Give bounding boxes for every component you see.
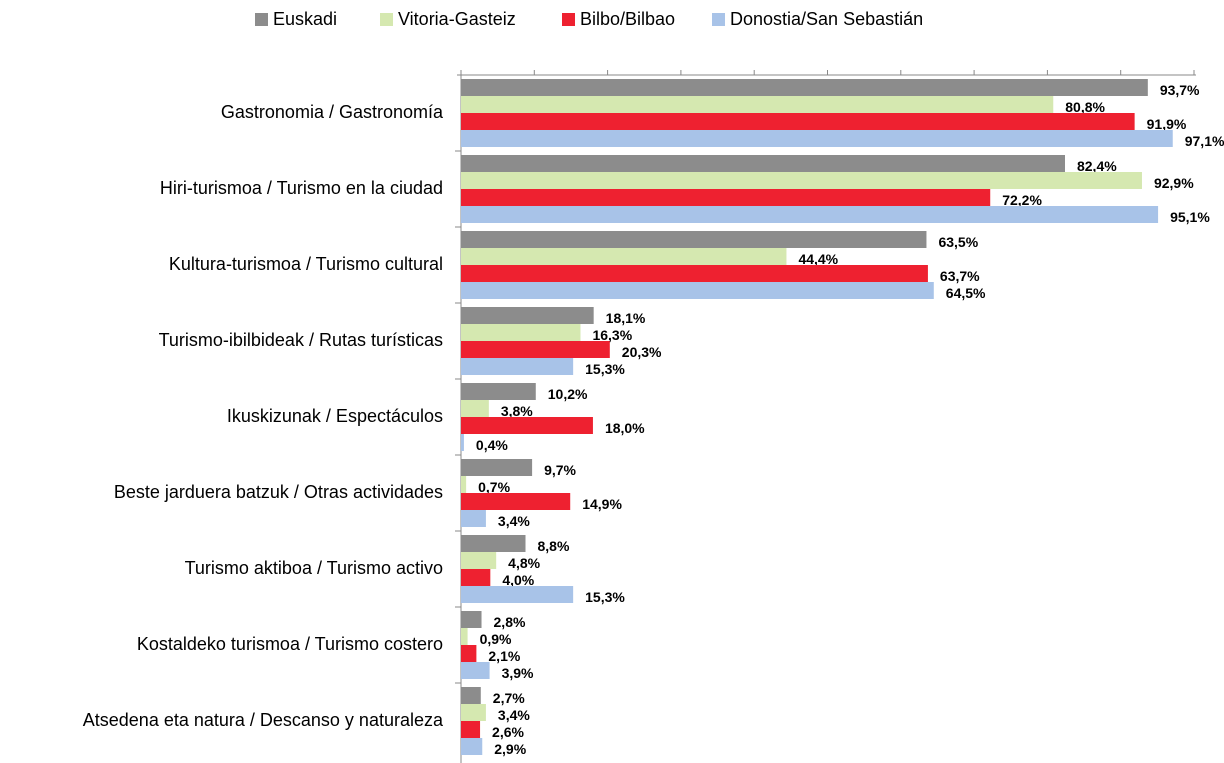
- y-tick-label: Hiri-turismoa / Turismo en la ciudad: [160, 178, 443, 198]
- legend-label: Bilbo/Bilbao: [580, 9, 675, 29]
- bar: [461, 282, 934, 299]
- bar: [461, 417, 593, 434]
- bar: [461, 535, 526, 552]
- bar: [461, 493, 571, 510]
- bar: [461, 206, 1159, 223]
- legend-label: Donostia/San Sebastián: [730, 9, 923, 29]
- value-label: 95,1%: [1170, 209, 1210, 225]
- y-tick-label: Gastronomia / Gastronomía: [221, 102, 444, 122]
- value-label: 44,4%: [798, 251, 838, 267]
- y-tick-label: Ikuskizunak / Espectáculos: [227, 406, 443, 426]
- bar: [461, 324, 581, 341]
- bar: [461, 383, 536, 400]
- value-label: 0,7%: [478, 479, 510, 495]
- value-label: 4,0%: [502, 572, 534, 588]
- value-label: 10,2%: [548, 386, 588, 402]
- value-label: 0,9%: [480, 631, 512, 647]
- y-tick-label: Kultura-turismoa / Turismo cultural: [169, 254, 443, 274]
- value-label: 2,8%: [494, 614, 526, 630]
- legend-swatch: [255, 13, 268, 26]
- y-tick-label: Beste jarduera batzuk / Otras actividade…: [114, 482, 443, 502]
- y-tick-label: Turismo-ibilbideak / Rutas turísticas: [159, 330, 443, 350]
- bar: [461, 459, 533, 476]
- bar: [461, 586, 574, 603]
- bar: [461, 704, 486, 721]
- bar: [461, 248, 787, 265]
- value-label: 2,6%: [492, 724, 524, 740]
- legend-swatch: [562, 13, 575, 26]
- value-label: 3,4%: [498, 707, 530, 723]
- value-label: 4,8%: [508, 555, 540, 571]
- value-label: 63,5%: [938, 234, 978, 250]
- value-label: 18,0%: [605, 420, 645, 436]
- bar: [461, 341, 610, 358]
- value-label: 2,1%: [488, 648, 520, 664]
- y-tick-label: Atsedena eta natura / Descanso y natural…: [83, 710, 444, 730]
- bar: [461, 662, 490, 679]
- value-label: 2,9%: [494, 741, 526, 757]
- value-label: 0,4%: [476, 437, 508, 453]
- value-label: 14,9%: [582, 496, 622, 512]
- value-label: 3,8%: [501, 403, 533, 419]
- value-label: 8,8%: [538, 538, 570, 554]
- legend-label: Euskadi: [273, 9, 337, 29]
- value-label: 3,4%: [498, 513, 530, 529]
- bar: [461, 130, 1173, 147]
- value-label: 16,3%: [592, 327, 632, 343]
- value-label: 2,7%: [493, 690, 525, 706]
- bar: [461, 721, 481, 738]
- bar: [461, 569, 491, 586]
- bar: [461, 231, 927, 248]
- bar: [461, 172, 1142, 189]
- bar: [461, 476, 467, 493]
- bar: [461, 645, 477, 662]
- bar: [461, 96, 1054, 113]
- bar: [461, 79, 1148, 96]
- value-label: 3,9%: [502, 665, 534, 681]
- legend-swatch: [712, 13, 725, 26]
- bar: [461, 265, 928, 282]
- y-tick-label: Turismo aktiboa / Turismo activo: [185, 558, 443, 578]
- bar: [461, 628, 468, 645]
- value-label: 72,2%: [1002, 192, 1042, 208]
- bar: [461, 307, 594, 324]
- value-label: 80,8%: [1065, 99, 1105, 115]
- bar: [461, 552, 497, 569]
- bar: [461, 434, 464, 451]
- bar: [461, 738, 483, 755]
- bar: [461, 687, 481, 704]
- value-label: 92,9%: [1154, 175, 1194, 191]
- bar: [461, 611, 482, 628]
- value-label: 97,1%: [1185, 133, 1224, 149]
- bar: [461, 189, 991, 206]
- bar: [461, 358, 574, 375]
- legend-swatch: [380, 13, 393, 26]
- legend-label: Vitoria-Gasteiz: [398, 9, 516, 29]
- bar: [461, 400, 489, 417]
- y-tick-label: Kostaldeko turismoa / Turismo costero: [137, 634, 443, 654]
- bar: [461, 155, 1065, 172]
- value-label: 20,3%: [622, 344, 662, 360]
- value-label: 64,5%: [946, 285, 986, 301]
- value-label: 18,1%: [606, 310, 646, 326]
- value-label: 9,7%: [544, 462, 576, 478]
- value-label: 82,4%: [1077, 158, 1117, 174]
- value-label: 93,7%: [1160, 82, 1200, 98]
- bar: [461, 510, 486, 527]
- value-label: 15,3%: [585, 361, 625, 377]
- value-label: 15,3%: [585, 589, 625, 605]
- bar: [461, 113, 1135, 130]
- value-label: 91,9%: [1147, 116, 1187, 132]
- value-label: 63,7%: [940, 268, 980, 284]
